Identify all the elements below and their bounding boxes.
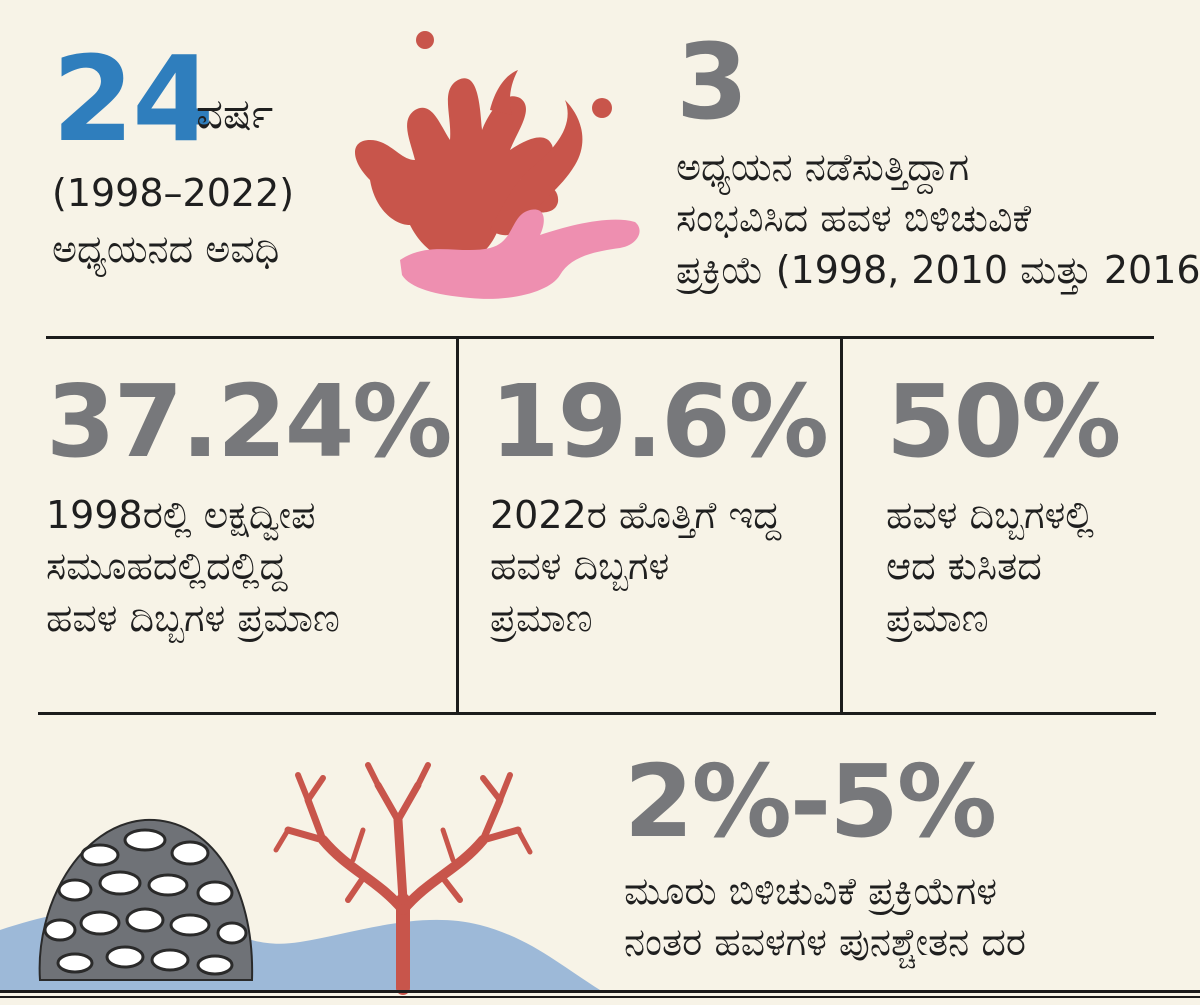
stat-1-line-1: 1998ರಲ್ಲಿ ಲಕ್ಷದ್ವೀಪ [46, 493, 316, 537]
recovery-rate-line-1: ಮೂರು ಬಿಳಿಚುವಿಕೆ ಪ್ರಕ್ರಿಯೆಗಳ [624, 869, 997, 913]
stat-2-line-2: ಹವಳ ದಿಬ್ಬಗಳ [490, 544, 670, 589]
study-years-caption: ಅಧ್ಯಯನದ ಅವಧಿ [52, 227, 280, 271]
bleaching-events-caption: ಅಧ್ಯಯನ ನಡೆಸುತ್ತಿದ್ದಾಗ ಸಂಭವಿಸಿದ ಹವಳ ಬಿಳಿಚ… [676, 142, 1200, 296]
stat-1-number: 37.24% [46, 363, 453, 480]
divider-vertical-2 [840, 336, 843, 714]
study-years-number: 24 [52, 30, 214, 168]
stat-3-line-2: ಆದ ಕುಸಿತದ [886, 544, 1042, 589]
bleaching-events-line-1: ಅಧ್ಯಯನ ನಡೆಸುತ್ತಿದ್ದಾಗ [676, 145, 970, 189]
bottom-border-2 [0, 996, 1200, 998]
divider-middle [38, 712, 1156, 715]
stat-2-caption: 2022ರ ಹೊತ್ತಿಗೆ ಇದ್ದ ಹವಳ ದಿಬ್ಬಗಳ ಪ್ರಮಾಣ [490, 490, 781, 644]
stat-1-caption: 1998ರಲ್ಲಿ ಲಕ್ಷದ್ವೀಪ ಸಮೂಹದಲ್ಲಿದಲ್ಲಿದ್ದ ಹವ… [46, 490, 340, 644]
stat-3-caption: ಹವಳ ದಿಬ್ಬಗಳಲ್ಲಿ ಆದ ಕುಸಿತದ ಪ್ರಮಾಣ [886, 490, 1094, 644]
divider-vertical-1 [456, 336, 459, 714]
stat-3-line-1: ಹವಳ ದಿಬ್ಬಗಳಲ್ಲಿ [886, 493, 1094, 537]
study-years-range: (1998–2022) [52, 171, 295, 215]
recovery-rate-number: 2%-5% [624, 743, 997, 860]
stat-2-number: 19.6% [490, 363, 829, 480]
recovery-rate-line-2: ನಂತರ ಹವಳಗಳ ಪುನಶ್ಚೇತನ ದರ [624, 920, 1027, 965]
recovery-rate-caption: ಮೂರು ಬಿಳಿಚುವಿಕೆ ಪ್ರಕ್ರಿಯೆಗಳ ನಂತರ ಹವಳಗಳ ಪ… [624, 866, 1026, 969]
brain-coral-illustration [38, 818, 254, 981]
bleaching-events-line-2: ಸಂಭವಿಸಿದ ಹವಳ ಬಿಳಿಚುವಿಕೆ [676, 196, 1032, 241]
stat-1-line-3: ಹವಳ ದಿಬ್ಬಗಳ ಪ್ರಮಾಣ [46, 595, 340, 640]
study-years-unit: ವರ್ಷ [196, 89, 274, 138]
coral-illustration [355, 31, 640, 299]
stat-2-line-1: 2022ರ ಹೊತ್ತಿಗೆ ಇದ್ದ [490, 493, 782, 537]
divider-top [46, 336, 1154, 339]
bottom-border-1 [0, 990, 1200, 993]
stat-3-number: 50% [886, 363, 1121, 480]
bleaching-events-number: 3 [676, 21, 748, 143]
stat-1-line-2: ಸಮೂಹದಲ್ಲಿದಲ್ಲಿದ್ದ [46, 544, 288, 589]
stat-3-line-3: ಪ್ರಮಾಣ [886, 595, 989, 640]
stat-2-line-3: ಪ್ರಮಾಣ [490, 595, 593, 640]
branch-coral-illustration [273, 762, 533, 995]
bleaching-events-line-3: ಪ್ರಕ್ರಿಯೆ (1998, 2010 ಮತ್ತು 2016) [676, 247, 1200, 292]
